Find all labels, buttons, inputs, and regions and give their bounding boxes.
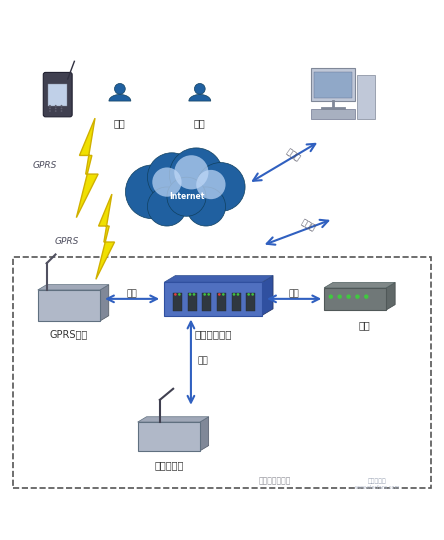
Circle shape: [61, 107, 62, 109]
Circle shape: [55, 105, 57, 106]
Circle shape: [203, 293, 206, 296]
Text: GPRS模块: GPRS模块: [50, 329, 88, 339]
Circle shape: [218, 293, 221, 296]
Circle shape: [49, 105, 51, 106]
FancyBboxPatch shape: [311, 109, 355, 119]
FancyBboxPatch shape: [246, 293, 255, 311]
Circle shape: [329, 294, 333, 299]
Polygon shape: [386, 282, 395, 310]
Circle shape: [61, 105, 62, 106]
Text: 以太网: 以太网: [284, 146, 302, 163]
Polygon shape: [100, 285, 109, 321]
Circle shape: [346, 294, 351, 299]
FancyBboxPatch shape: [44, 72, 72, 117]
Circle shape: [49, 110, 51, 112]
FancyBboxPatch shape: [324, 288, 386, 310]
Circle shape: [355, 294, 360, 299]
Circle shape: [194, 84, 205, 94]
Text: 电子发烧友: 电子发烧友: [368, 478, 387, 484]
Circle shape: [147, 187, 186, 226]
Polygon shape: [262, 275, 273, 315]
Circle shape: [174, 293, 177, 296]
Circle shape: [152, 167, 182, 197]
Circle shape: [167, 177, 206, 217]
Circle shape: [364, 294, 369, 299]
FancyBboxPatch shape: [357, 75, 375, 119]
Text: 物联嵌入式网关: 物联嵌入式网关: [259, 476, 291, 485]
Polygon shape: [164, 275, 273, 282]
Polygon shape: [138, 417, 209, 422]
Circle shape: [178, 293, 181, 296]
Circle shape: [247, 293, 250, 296]
FancyBboxPatch shape: [173, 293, 182, 311]
Text: 串口: 串口: [127, 289, 138, 298]
Circle shape: [174, 155, 209, 190]
Text: 无线协调器: 无线协调器: [154, 461, 183, 470]
Circle shape: [147, 153, 196, 201]
FancyBboxPatch shape: [188, 293, 197, 311]
Circle shape: [193, 293, 195, 296]
Text: 用户: 用户: [114, 118, 126, 129]
Text: 用户: 用户: [194, 118, 206, 129]
FancyBboxPatch shape: [48, 84, 67, 106]
Circle shape: [207, 293, 210, 296]
FancyBboxPatch shape: [38, 290, 100, 321]
Circle shape: [251, 293, 254, 296]
Polygon shape: [109, 94, 131, 101]
Text: 嵌入式主设备: 嵌入式主设备: [194, 329, 232, 339]
Circle shape: [61, 110, 62, 112]
FancyBboxPatch shape: [138, 422, 200, 451]
Circle shape: [55, 107, 57, 109]
Text: www.elecfans.com: www.elecfans.com: [355, 485, 400, 490]
Circle shape: [237, 293, 239, 296]
FancyBboxPatch shape: [314, 71, 352, 98]
Circle shape: [337, 294, 342, 299]
Circle shape: [125, 165, 179, 219]
FancyBboxPatch shape: [217, 293, 226, 311]
Polygon shape: [38, 285, 109, 290]
Polygon shape: [324, 282, 395, 288]
Circle shape: [186, 187, 226, 226]
FancyBboxPatch shape: [164, 282, 262, 315]
Circle shape: [115, 84, 125, 94]
FancyBboxPatch shape: [311, 68, 355, 102]
Circle shape: [189, 293, 191, 296]
Text: 路由: 路由: [358, 321, 370, 330]
Polygon shape: [76, 118, 98, 218]
Circle shape: [233, 293, 235, 296]
Circle shape: [55, 110, 57, 112]
FancyBboxPatch shape: [202, 293, 211, 311]
Text: GPRS: GPRS: [32, 161, 56, 170]
Polygon shape: [189, 94, 211, 101]
Text: 串口: 串口: [198, 356, 209, 366]
Circle shape: [196, 163, 245, 211]
Circle shape: [196, 170, 226, 199]
Circle shape: [169, 148, 223, 201]
Circle shape: [222, 293, 225, 296]
Text: 以太网: 以太网: [300, 218, 317, 233]
Text: Internet: Internet: [169, 192, 204, 201]
Circle shape: [49, 107, 51, 109]
FancyBboxPatch shape: [232, 293, 241, 311]
Polygon shape: [200, 417, 209, 451]
Text: 网口: 网口: [289, 289, 300, 298]
Text: GPRS: GPRS: [55, 237, 79, 246]
Polygon shape: [96, 194, 115, 279]
